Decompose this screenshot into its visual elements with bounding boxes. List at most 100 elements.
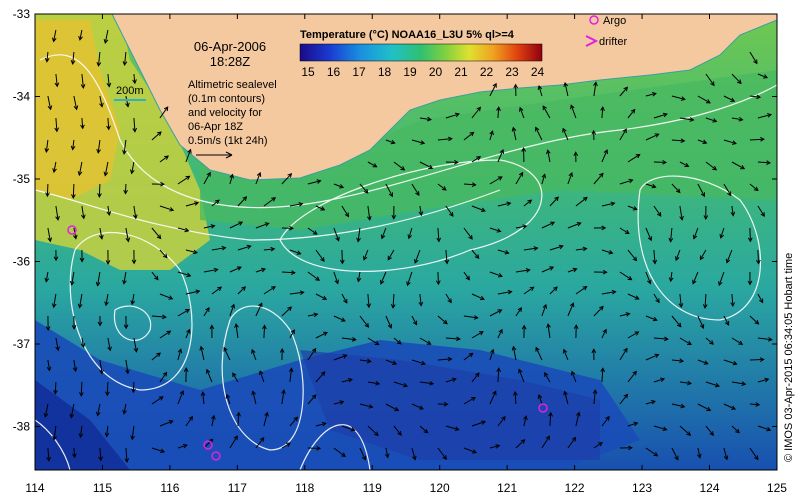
velocity-arrowhead-icon	[105, 260, 111, 265]
velocity-arrowhead-icon	[449, 212, 454, 217]
x-tick-label: 122	[565, 481, 585, 495]
velocity-arrow	[567, 303, 574, 317]
velocity-arrow	[72, 139, 75, 150]
velocity-arrow	[363, 249, 369, 260]
velocity-arrowhead-icon	[367, 215, 372, 221]
velocity-arrowhead-icon	[368, 404, 374, 409]
velocity-arrowhead-icon	[154, 275, 159, 281]
velocity-arrow	[671, 403, 685, 408]
velocity-arrowhead-icon	[451, 377, 457, 383]
velocity-arrow	[489, 271, 503, 277]
velocity-arrowhead-icon	[414, 258, 419, 264]
velocity-arrow	[79, 293, 83, 308]
velocity-arrow	[463, 183, 476, 186]
velocity-arrow	[593, 82, 597, 97]
velocity-arrow	[437, 315, 448, 325]
velocity-arrowhead-icon	[724, 320, 730, 326]
velocity-arrow	[445, 378, 457, 383]
velocity-arrowhead-icon	[69, 280, 75, 286]
velocity-arrow	[726, 249, 733, 263]
velocity-arrow	[445, 337, 460, 340]
velocity-arrowhead-icon	[443, 401, 449, 407]
velocity-arrowhead-icon	[200, 391, 206, 397]
velocity-arrow	[307, 180, 321, 185]
x-tick-label: 118	[295, 481, 314, 495]
velocity-arrowhead-icon	[179, 390, 185, 396]
velocity-arrow	[731, 117, 743, 121]
velocity-arrow	[627, 154, 640, 163]
velocity-arrow	[281, 173, 292, 185]
velocity-arrow	[515, 307, 522, 317]
velocity-arrow	[619, 128, 627, 141]
velocity-arrowhead-icon	[623, 86, 629, 92]
velocity-arrow	[693, 227, 699, 239]
velocity-arrowhead-icon	[46, 456, 52, 462]
velocity-arrow	[697, 183, 705, 197]
velocity-arrowhead-icon	[123, 189, 128, 195]
velocity-arrowhead-icon	[627, 275, 633, 281]
velocity-arrowhead-icon	[264, 222, 270, 227]
colorbar: Temperature (°C) NOAA16_L3U 5% ql>=4 15 1…	[299, 29, 544, 79]
velocity-arrowhead-icon	[692, 234, 698, 240]
velocity-arrow	[671, 183, 681, 193]
velocity-arrowhead-icon	[554, 196, 559, 202]
velocity-arrow	[593, 306, 604, 317]
velocity-arrow	[385, 359, 397, 365]
velocity-arrow	[489, 349, 494, 361]
velocity-arrowhead-icon	[568, 172, 573, 178]
velocity-arrowhead-icon	[599, 305, 604, 311]
velocity-arrowhead-icon	[624, 229, 630, 235]
velocity-arrow	[53, 293, 57, 308]
velocity-arrow	[177, 444, 187, 449]
velocity-arrow	[315, 293, 327, 300]
coldest-water-region	[35, 380, 130, 470]
velocity-arrowhead-icon	[442, 455, 447, 460]
velocity-arrow	[497, 107, 500, 119]
velocity-arrow	[73, 95, 78, 110]
velocity-arrowhead-icon	[501, 415, 506, 421]
velocity-arrow	[679, 161, 689, 167]
velocity-arrowhead-icon	[634, 331, 640, 336]
velocity-arrow	[437, 358, 452, 361]
velocity-arrow	[387, 249, 395, 260]
velocity-arrowhead-icon	[372, 163, 378, 168]
velocity-arrow	[627, 109, 636, 119]
velocity-arrow	[705, 73, 715, 86]
velocity-arrowhead-icon	[496, 228, 502, 233]
velocity-arrow	[72, 51, 75, 64]
velocity-arrow	[281, 271, 295, 274]
velocity-arrowhead-icon	[217, 286, 223, 292]
velocity-arrow	[512, 127, 517, 141]
velocity-arrow	[97, 403, 101, 416]
velocity-arrow	[385, 447, 389, 458]
velocity-arrow	[289, 249, 301, 255]
velocity-arrowhead-icon	[205, 307, 210, 312]
velocity-arrowhead-icon	[47, 105, 53, 111]
velocity-arrow	[679, 425, 691, 436]
velocity-arrowhead-icon	[544, 371, 549, 377]
velocity-arrowhead-icon	[705, 99, 711, 104]
velocity-arrowhead-icon	[45, 192, 50, 198]
velocity-arrow	[627, 249, 637, 261]
velocity-arrow	[697, 139, 707, 144]
velocity-arrow	[79, 425, 83, 438]
velocity-arrow	[549, 412, 552, 427]
argo-float-marker	[203, 440, 213, 450]
velocity-arrowhead-icon	[221, 245, 227, 251]
velocity-arrowhead-icon	[634, 295, 640, 300]
velocity-arrowhead-icon	[546, 149, 551, 155]
velocity-arrow	[54, 381, 57, 394]
velocity-arrowhead-icon	[593, 81, 598, 87]
velocity-arrowhead-icon	[684, 162, 690, 168]
velocity-arrow	[177, 271, 191, 277]
velocity-arrowhead-icon	[347, 377, 353, 383]
sealevel-line: and velocity for	[188, 107, 262, 119]
drifter-legend-label: drifter	[599, 36, 627, 48]
velocity-arrowhead-icon	[447, 298, 452, 304]
velocity-arrow	[497, 249, 509, 254]
velocity-arrowhead-icon	[77, 171, 83, 177]
velocity-arrow	[255, 437, 265, 449]
velocity-arrowhead-icon	[647, 236, 653, 242]
velocity-arrow	[47, 359, 50, 371]
